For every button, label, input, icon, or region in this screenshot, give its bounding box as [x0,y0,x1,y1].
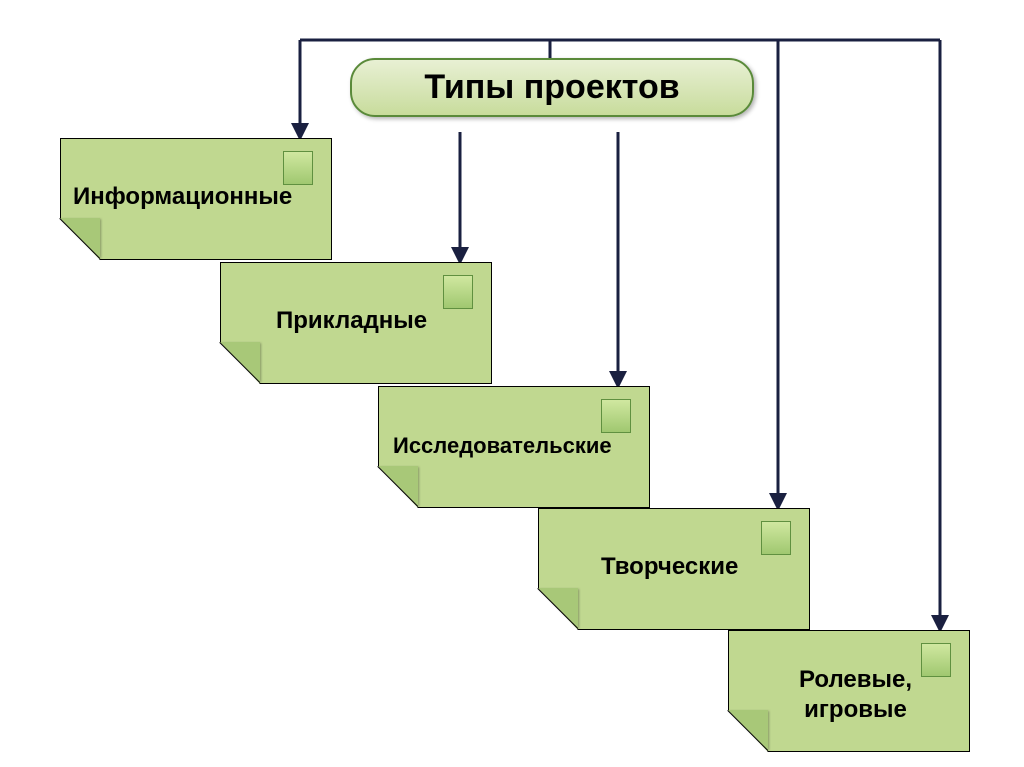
title-text: Типы проектов [424,68,679,106]
card-label-2: Исследовательские [393,433,612,459]
card-2: Исследовательские [378,386,650,508]
document-icon [283,151,313,185]
document-icon [443,275,473,309]
card-0: Информационные [60,138,332,260]
document-icon [601,399,631,433]
document-icon [921,643,951,677]
card-label-0: Информационные [73,183,292,211]
title-box: Типы проектов [350,58,754,117]
card-3: Творческие [538,508,810,630]
card-label-4: Ролевые,игровые [799,665,912,725]
card-label-1: Прикладные [276,307,427,335]
document-icon [761,521,791,555]
card-label-3: Творческие [601,553,738,581]
card-1: Прикладные [220,262,492,384]
